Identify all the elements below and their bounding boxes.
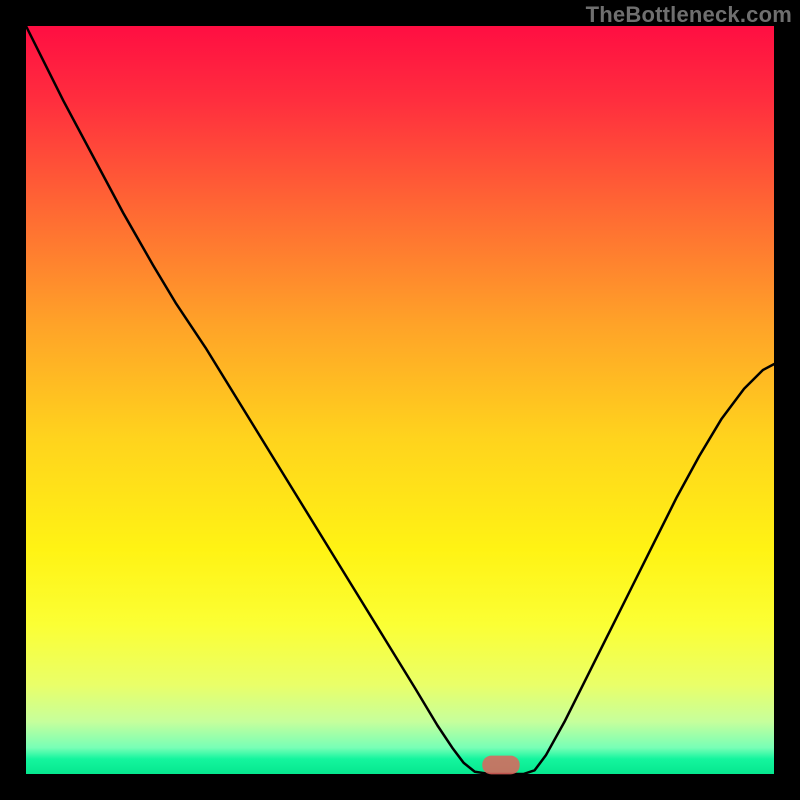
optimal-marker <box>482 756 519 775</box>
bottleneck-chart <box>0 0 800 800</box>
chart-container: TheBottleneck.com <box>0 0 800 800</box>
watermark-label: TheBottleneck.com <box>586 2 792 28</box>
